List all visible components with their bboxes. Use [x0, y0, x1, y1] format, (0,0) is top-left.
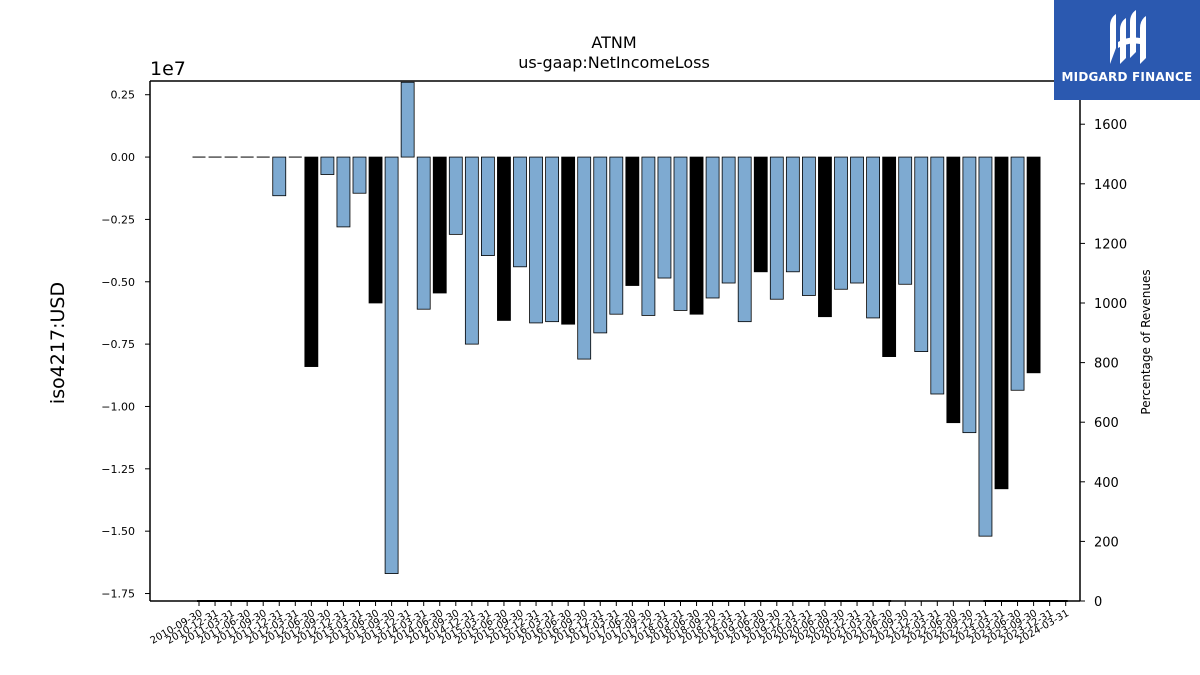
y-axis-label: iso4217:USD [47, 282, 69, 404]
bar [882, 156, 897, 357]
bar [352, 156, 367, 194]
y-tick-label: 0.25 [111, 89, 136, 102]
bar [802, 156, 816, 296]
y-tick-label: −0.25 [101, 213, 135, 226]
bar [978, 156, 993, 537]
bar [529, 156, 543, 324]
bar [705, 156, 720, 299]
y-offset-label: 1e7 [150, 58, 186, 80]
bar [497, 156, 511, 321]
y2-axis-label: Percentage of Revenues [1139, 269, 1153, 414]
bar [785, 156, 800, 273]
bar [946, 156, 961, 424]
y2-tick-label: 1600 [1094, 118, 1127, 133]
bar [416, 156, 431, 310]
y-tick-label: 0.00 [111, 151, 136, 164]
y-tick-label: −0.75 [101, 338, 135, 351]
bar [545, 156, 559, 323]
y-tick-label: −0.50 [101, 276, 135, 289]
bar [657, 156, 672, 279]
y2-tick-label: 1400 [1094, 178, 1127, 193]
bar [769, 156, 784, 300]
logo-text: MIDGARD FINANCE [1061, 70, 1193, 84]
y-tick-label: −1.75 [101, 588, 135, 601]
bar [593, 156, 608, 334]
bar [689, 156, 704, 315]
bar [464, 156, 479, 345]
midgard-finance-logo: MIDGARD FINANCE [1054, 0, 1200, 100]
bar [577, 156, 592, 360]
chart-title: ATNM [591, 33, 636, 52]
bar [1010, 156, 1025, 391]
y-tick-label: −1.00 [101, 400, 135, 413]
bar [818, 156, 832, 318]
midgard-logo-icon [1110, 10, 1146, 64]
bar [834, 156, 848, 290]
bar [609, 156, 624, 315]
y2-tick-label: 200 [1094, 535, 1119, 550]
bar [400, 81, 415, 158]
bar [384, 156, 399, 574]
bar [304, 156, 319, 367]
bar [448, 156, 463, 235]
bar [930, 156, 945, 395]
bars-layer [192, 81, 1041, 574]
bar [336, 156, 351, 228]
bar [850, 156, 864, 284]
y2-tick-label: 800 [1094, 357, 1119, 372]
axes-layer: 0.25 0.00 −0.25 −0.50 −0.75 −1.00 −1.25 −1.50 −1… [101, 80, 1127, 647]
bar [368, 156, 383, 304]
bar [753, 156, 768, 273]
bar [914, 156, 929, 352]
bar [898, 156, 913, 285]
bar [272, 156, 287, 197]
bar [432, 156, 447, 294]
bar [513, 156, 527, 268]
bar [673, 156, 688, 311]
bar [994, 156, 1009, 490]
bar [480, 156, 495, 256]
bar [320, 156, 335, 175]
y2-tick-label: 400 [1094, 476, 1119, 491]
y2-tick-label: 1200 [1094, 237, 1127, 252]
bar [641, 156, 656, 316]
bar [737, 156, 752, 323]
bar [866, 156, 880, 319]
bar [561, 156, 576, 325]
y2-tick-label: 600 [1094, 416, 1119, 431]
bar [721, 156, 736, 284]
y-tick-label: −1.50 [101, 525, 135, 538]
bar [962, 156, 977, 434]
bar [625, 156, 640, 286]
y2-tick-label: 0 [1094, 595, 1102, 610]
chart-subtitle: us-gaap:NetIncomeLoss [518, 53, 710, 72]
y2-tick-label: 1000 [1094, 297, 1127, 312]
bar [1026, 156, 1041, 374]
y-tick-label: −1.25 [101, 463, 135, 476]
